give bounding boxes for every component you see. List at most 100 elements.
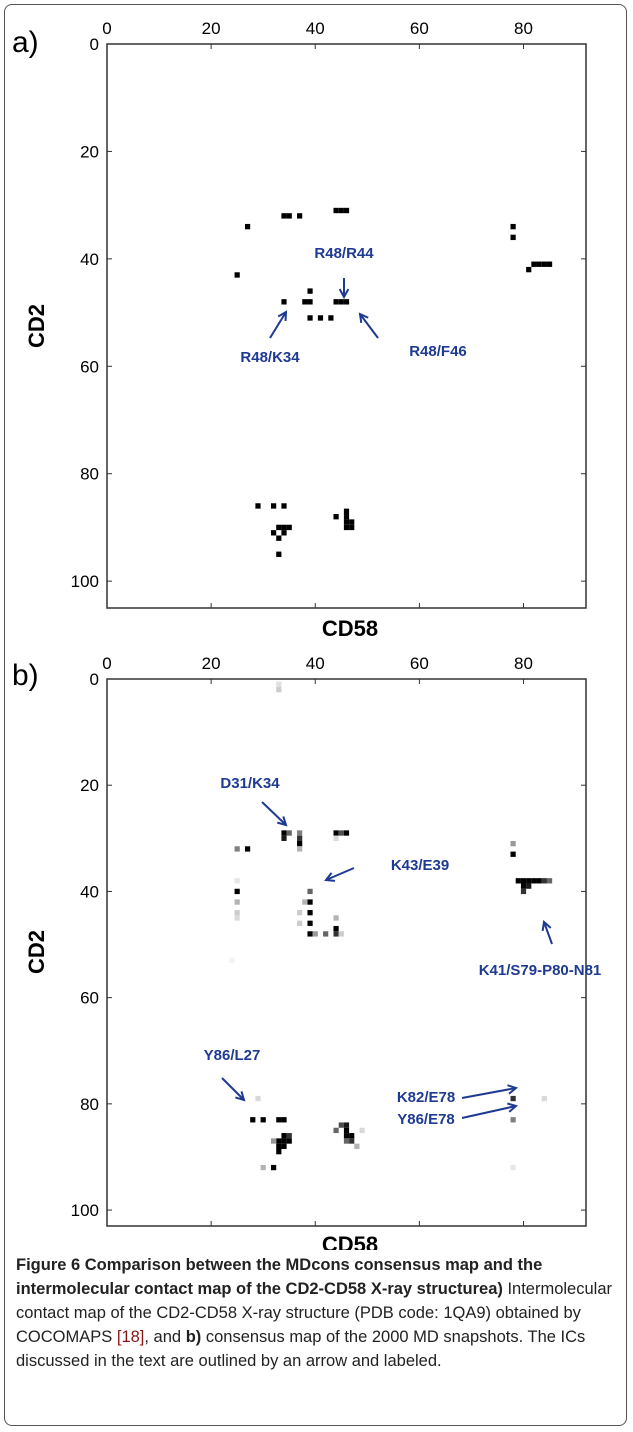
contact-cell [307,299,313,305]
contact-cell [338,299,344,305]
contact-cell [333,299,339,305]
x-tick-label: 0 [102,19,111,38]
contact-cell [333,514,339,520]
x-tick-label: 0 [102,654,111,673]
contact-cell [297,830,303,836]
figure-caption: Figure 6 Comparison between the MDcons c… [16,1253,616,1373]
caption-title: Figure 6 Comparison between the MDcons c… [16,1256,543,1298]
contact-cell [234,272,240,278]
annotation-label: Y86/L27 [204,1047,261,1064]
caption-part-b-label: b) [185,1328,202,1346]
contact-cell [276,686,282,693]
contact-cell [541,1095,547,1102]
contact-cell [281,1117,287,1123]
annotation-arrow [325,867,355,881]
x-tick-label: 40 [306,19,325,38]
annotation-arrowhead [541,920,552,932]
contact-cell [526,883,532,889]
contact-cell [276,524,282,531]
panel-a-contact-map: a) 0 20 40 60 80 0 20 40 60 80 100 R48/R44 R48/K34 R… [12,19,587,641]
contact-cell [307,920,313,926]
contact-cell [515,878,521,884]
y-tick-label: 60 [80,989,99,1008]
annotation-arrow [359,313,379,339]
contact-cell [297,840,303,847]
contact-cell [234,910,240,916]
contact-cell [281,213,287,219]
x-tick-label: 20 [202,19,221,38]
x-tick-label: 60 [410,654,429,673]
contact-cell [302,899,308,905]
y-tick-label: 100 [71,572,99,591]
contact-cell [255,503,261,509]
contact-cell [286,1133,292,1139]
contact-cell [333,915,339,921]
contact-cell [338,207,344,214]
annotation-arrowhead [507,1084,519,1095]
contact-cell [286,213,292,219]
contact-cell [338,830,344,836]
y-tick-label: 40 [80,882,99,901]
annotation-label: K43/E39 [391,857,449,874]
contact-cell [307,315,313,321]
annotation-arrow [269,311,287,339]
contact-cell [328,315,334,321]
panel-b-plot-area [106,678,587,1227]
panel-b-x-axis-label: CD58 [322,1232,378,1250]
contact-cell [343,1127,350,1134]
contact-cell [317,315,324,321]
caption-part-a-text: Intermolecular contact map of the CD2-CD… [16,1280,613,1346]
contact-cell [234,878,240,884]
contact-cell [281,835,287,841]
contact-cell [297,846,303,852]
annotation-arrowhead [235,1091,246,1102]
y-tick-label: 80 [80,1095,99,1114]
y-tick-label: 20 [80,142,99,161]
contact-cell [510,840,516,847]
contact-cell [302,299,308,305]
y-tick-label: 100 [71,1201,99,1220]
annotation-arrow [461,1087,517,1099]
contact-cell [276,551,282,557]
caption-part-a-label: a) [488,1280,503,1298]
annotation-arrowhead [277,816,288,827]
contact-cell [510,851,516,857]
contact-cell [281,530,287,536]
contact-cell [343,207,350,214]
contact-cell [343,508,350,514]
contact-cell [531,878,537,884]
contact-cell [343,1133,350,1139]
contact-cell [343,514,350,520]
contact-cell [297,213,303,219]
contact-cell [333,830,339,836]
contact-cell [276,1117,282,1123]
contact-cell [271,503,277,509]
contact-cell [526,266,532,273]
contact-cell [271,1164,277,1171]
y-tick-label: 80 [80,465,99,484]
figure-frame [4,4,627,1426]
contact-cell [244,846,251,852]
panel-b-label: b) [12,659,39,692]
annotation-label: D31/K34 [220,775,280,792]
contact-cell [333,1127,339,1134]
contact-cell [244,223,251,230]
annotation-label: R48/K34 [240,349,300,366]
contact-cell [281,830,287,836]
contact-cell [349,1133,355,1139]
contact-cell [297,835,303,841]
y-tick-label: 40 [80,250,99,269]
contact-cell [343,524,350,531]
contact-cell [536,261,542,267]
figure-canvas: a) 0 20 40 60 80 0 20 40 60 80 100 R48/R44 R48/K34 R… [12,19,601,1250]
contact-cell [526,878,532,884]
contact-cell [510,1164,516,1171]
annotation-arrowhead [324,872,336,882]
contact-cell [323,931,329,937]
x-tick-label: 80 [514,19,533,38]
caption-reference-link[interactable]: [18] [116,1328,145,1346]
contact-cell [510,223,516,230]
contact-cell [307,288,313,294]
contact-cell [307,888,313,895]
contact-cell [260,1164,266,1171]
